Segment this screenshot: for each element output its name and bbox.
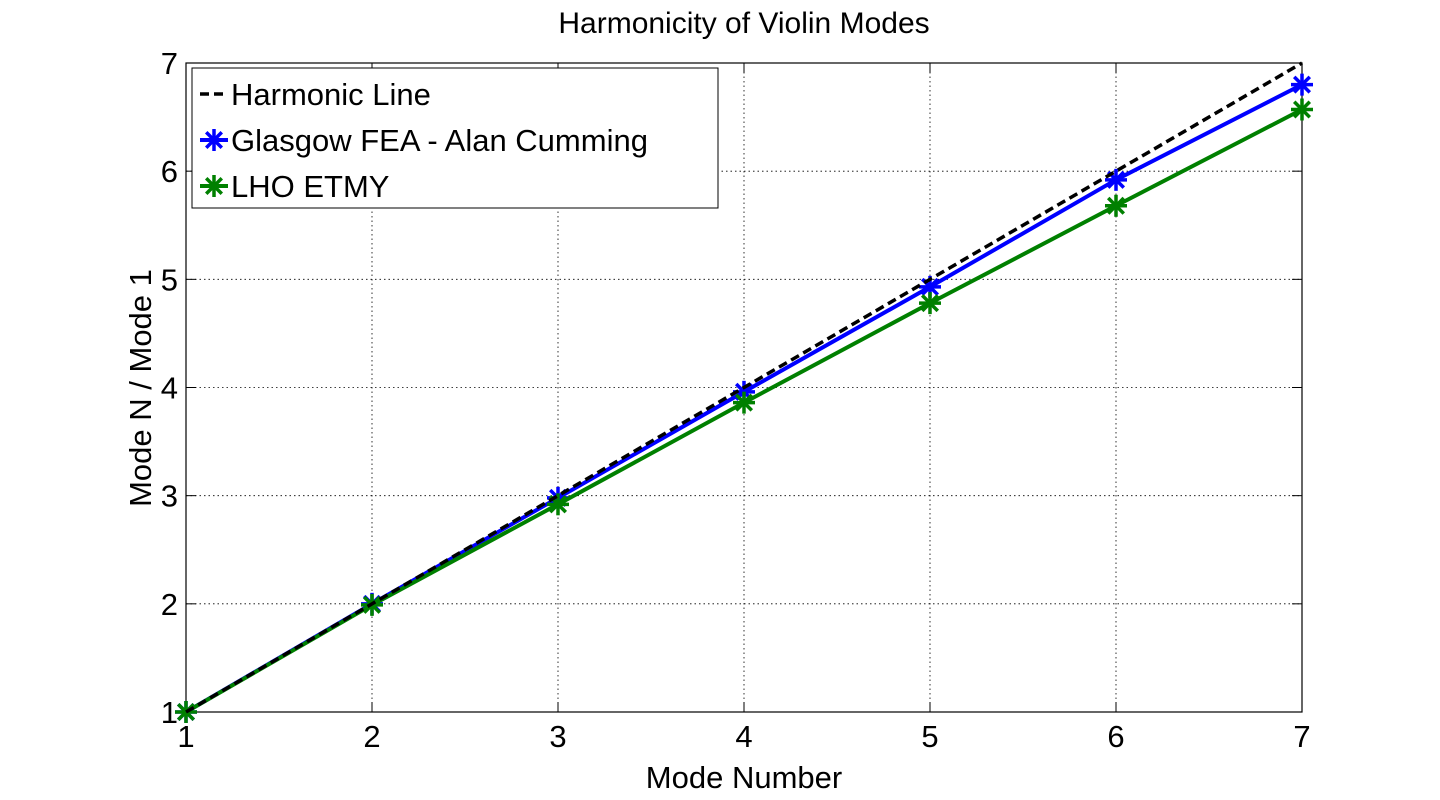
data-point-marker: [919, 292, 941, 315]
y-tick-label: 4: [161, 371, 178, 406]
legend-label: Glasgow FEA - Alan Cumming: [231, 123, 648, 158]
series-layer: [175, 61, 1313, 723]
y-tick-label: 1: [161, 695, 178, 730]
data-point-marker: [203, 175, 225, 197]
legend-item: LHO ETMY: [200, 169, 389, 204]
chart-title: Harmonicity of Violin Modes: [558, 7, 929, 40]
y-tick-label: 5: [161, 262, 178, 297]
data-point-marker: [1105, 168, 1127, 191]
series-0: [185, 61, 1303, 714]
legend-box: [191, 67, 719, 209]
x-tick-label: 6: [1107, 719, 1124, 754]
y-tick-label: 6: [161, 154, 178, 189]
legend-label: Harmonic Line: [231, 77, 431, 112]
tick-labels: 1 2 3 4 5 6 7 1 2 3 4 5 6 7: [161, 46, 1311, 754]
data-point-marker: [547, 493, 569, 516]
x-tick-label: 5: [921, 719, 938, 754]
x-tick-label: 7: [1293, 719, 1310, 754]
legend: Harmonic Line Glasgow FEA - Alan Cumming L…: [191, 67, 719, 209]
x-tick-label: 1: [177, 719, 194, 754]
y-axis-label: Mode N / Mode 1: [123, 269, 158, 507]
y-tick-label: 3: [161, 479, 178, 514]
x-tick-label: 4: [735, 719, 752, 754]
data-point-marker: [1105, 194, 1127, 217]
x-axis-label: Mode Number: [646, 760, 842, 795]
legend-item: Harmonic Line: [200, 77, 431, 112]
data-point-marker: [1291, 98, 1313, 121]
x-tick-label: 2: [363, 719, 380, 754]
legend-label: LHO ETMY: [231, 169, 389, 204]
data-point-marker: [1291, 73, 1313, 96]
x-tick-label: 3: [549, 719, 566, 754]
y-tick-label: 7: [161, 46, 178, 81]
y-tick-label: 2: [161, 587, 178, 622]
data-point-marker: [733, 391, 755, 414]
legend-item: Glasgow FEA - Alan Cumming: [200, 123, 648, 158]
series-line: [185, 61, 1303, 714]
data-point-marker: [203, 129, 225, 151]
